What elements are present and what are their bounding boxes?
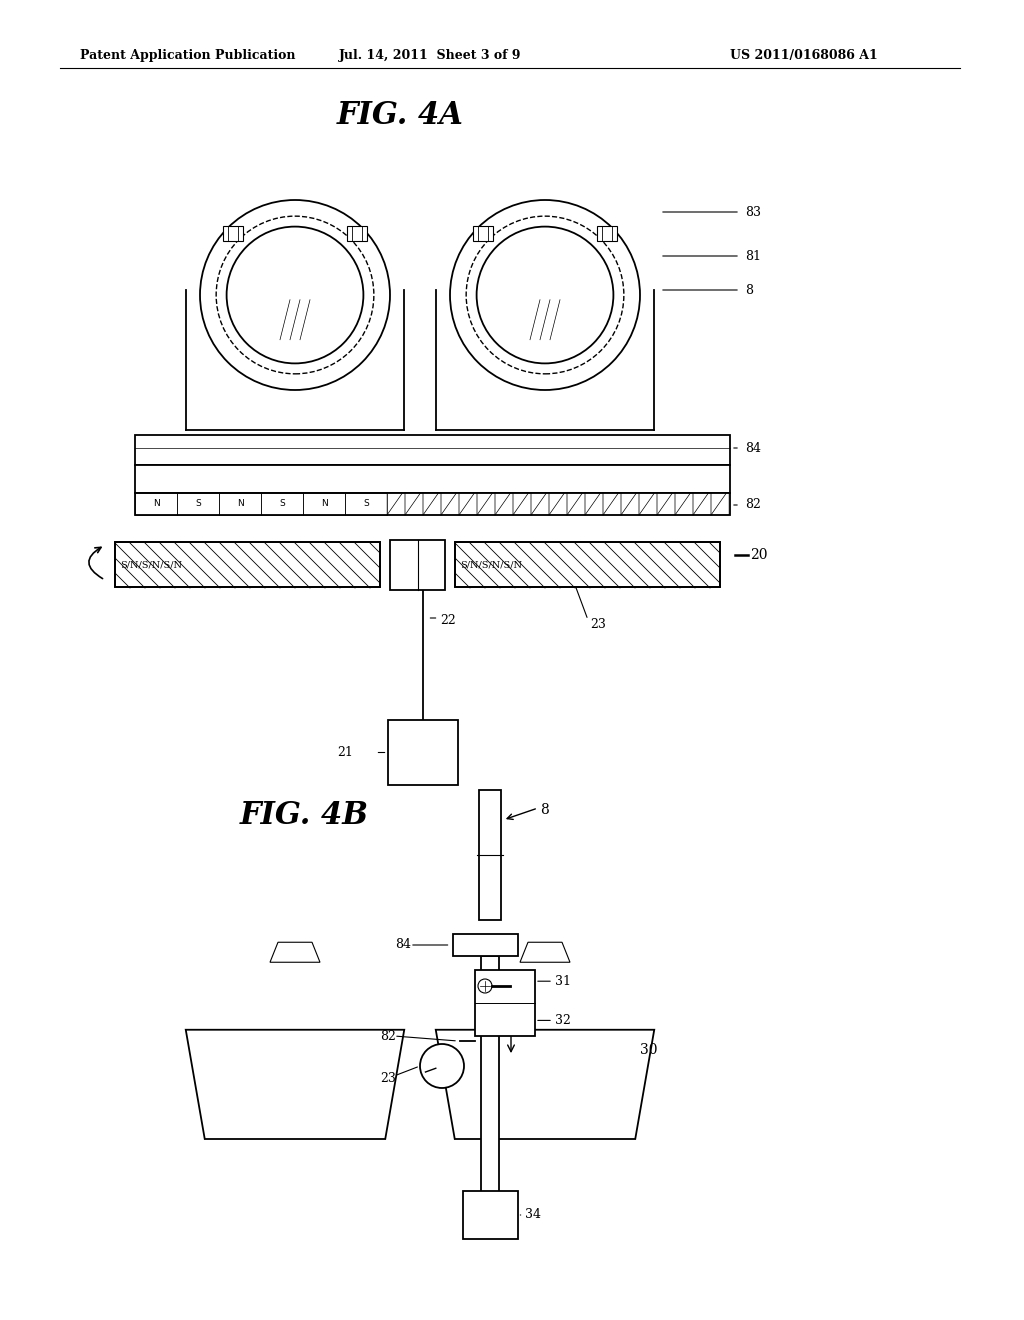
Text: S: S xyxy=(196,499,201,508)
Text: S/N/S/N/S/N: S/N/S/N/S/N xyxy=(460,561,522,569)
Bar xyxy=(473,226,494,240)
Bar xyxy=(115,543,380,587)
Bar xyxy=(693,492,711,515)
Bar xyxy=(177,492,219,515)
Bar xyxy=(477,492,495,515)
Bar xyxy=(585,492,603,515)
Circle shape xyxy=(200,201,390,389)
Text: N: N xyxy=(321,499,328,508)
Bar xyxy=(219,492,261,515)
Bar xyxy=(455,543,720,587)
Bar xyxy=(423,492,441,515)
Bar xyxy=(597,226,616,240)
Bar xyxy=(513,492,531,515)
Text: 81: 81 xyxy=(745,249,761,263)
Text: 21: 21 xyxy=(338,746,353,759)
Bar xyxy=(531,492,549,515)
Text: S: S xyxy=(280,499,285,508)
Bar xyxy=(603,492,621,515)
Circle shape xyxy=(478,979,492,993)
Text: S: S xyxy=(364,499,369,508)
Bar xyxy=(567,492,585,515)
Circle shape xyxy=(466,216,624,374)
Bar xyxy=(463,1191,517,1239)
Bar xyxy=(135,492,177,515)
Text: Jul. 14, 2011  Sheet 3 of 9: Jul. 14, 2011 Sheet 3 of 9 xyxy=(339,49,521,62)
Circle shape xyxy=(216,216,374,374)
Text: 8: 8 xyxy=(745,284,753,297)
Bar xyxy=(459,492,477,515)
Bar xyxy=(280,300,310,339)
Bar xyxy=(539,339,551,358)
Bar xyxy=(390,540,445,590)
Polygon shape xyxy=(270,942,319,962)
Bar xyxy=(406,492,423,515)
Text: Patent Application Publication: Patent Application Publication xyxy=(80,49,296,62)
Circle shape xyxy=(476,227,613,363)
Circle shape xyxy=(420,1044,464,1088)
Bar xyxy=(657,492,675,515)
Text: US 2011/0168086 A1: US 2011/0168086 A1 xyxy=(730,49,878,62)
Text: 83: 83 xyxy=(745,206,761,219)
Bar xyxy=(675,492,693,515)
Bar xyxy=(135,465,730,492)
Text: 23: 23 xyxy=(590,619,606,631)
Bar xyxy=(455,543,720,587)
Bar xyxy=(453,935,517,956)
Text: 33: 33 xyxy=(519,1014,535,1027)
Text: 20: 20 xyxy=(750,548,768,562)
Bar xyxy=(135,436,730,465)
Bar xyxy=(481,956,499,1230)
Bar xyxy=(223,226,243,240)
Text: FIG. 4A: FIG. 4A xyxy=(337,99,464,131)
Bar xyxy=(261,492,303,515)
Text: S/N/S/N/S/N: S/N/S/N/S/N xyxy=(120,561,182,569)
Text: 84: 84 xyxy=(745,441,761,454)
Text: 22: 22 xyxy=(440,614,457,627)
Bar xyxy=(621,492,639,515)
Circle shape xyxy=(226,227,364,363)
Bar xyxy=(347,226,367,240)
Polygon shape xyxy=(520,942,570,962)
Text: 82: 82 xyxy=(380,1030,396,1043)
Bar xyxy=(549,492,567,515)
Bar xyxy=(479,789,501,920)
Text: N: N xyxy=(237,499,244,508)
Bar xyxy=(345,492,387,515)
Bar xyxy=(530,300,560,339)
Bar xyxy=(475,970,535,1036)
Bar xyxy=(441,492,459,515)
Text: 82: 82 xyxy=(745,499,761,511)
Bar xyxy=(495,492,513,515)
Bar xyxy=(135,492,730,515)
Text: 84: 84 xyxy=(395,939,411,952)
Polygon shape xyxy=(436,1030,654,1139)
Text: FIG. 4B: FIG. 4B xyxy=(240,800,369,830)
Text: 34: 34 xyxy=(525,1209,542,1221)
Polygon shape xyxy=(185,1030,404,1139)
Text: 23: 23 xyxy=(380,1072,396,1085)
Text: 31: 31 xyxy=(555,974,571,987)
Bar xyxy=(639,492,657,515)
Bar xyxy=(303,492,345,515)
Bar xyxy=(711,492,729,515)
Circle shape xyxy=(450,201,640,389)
Text: 30: 30 xyxy=(640,1043,657,1057)
Bar xyxy=(289,339,301,358)
Bar xyxy=(387,719,458,785)
Text: 32: 32 xyxy=(555,1014,570,1027)
Bar xyxy=(115,543,380,587)
Text: 8: 8 xyxy=(540,803,549,817)
Bar xyxy=(387,492,406,515)
Text: N: N xyxy=(153,499,160,508)
